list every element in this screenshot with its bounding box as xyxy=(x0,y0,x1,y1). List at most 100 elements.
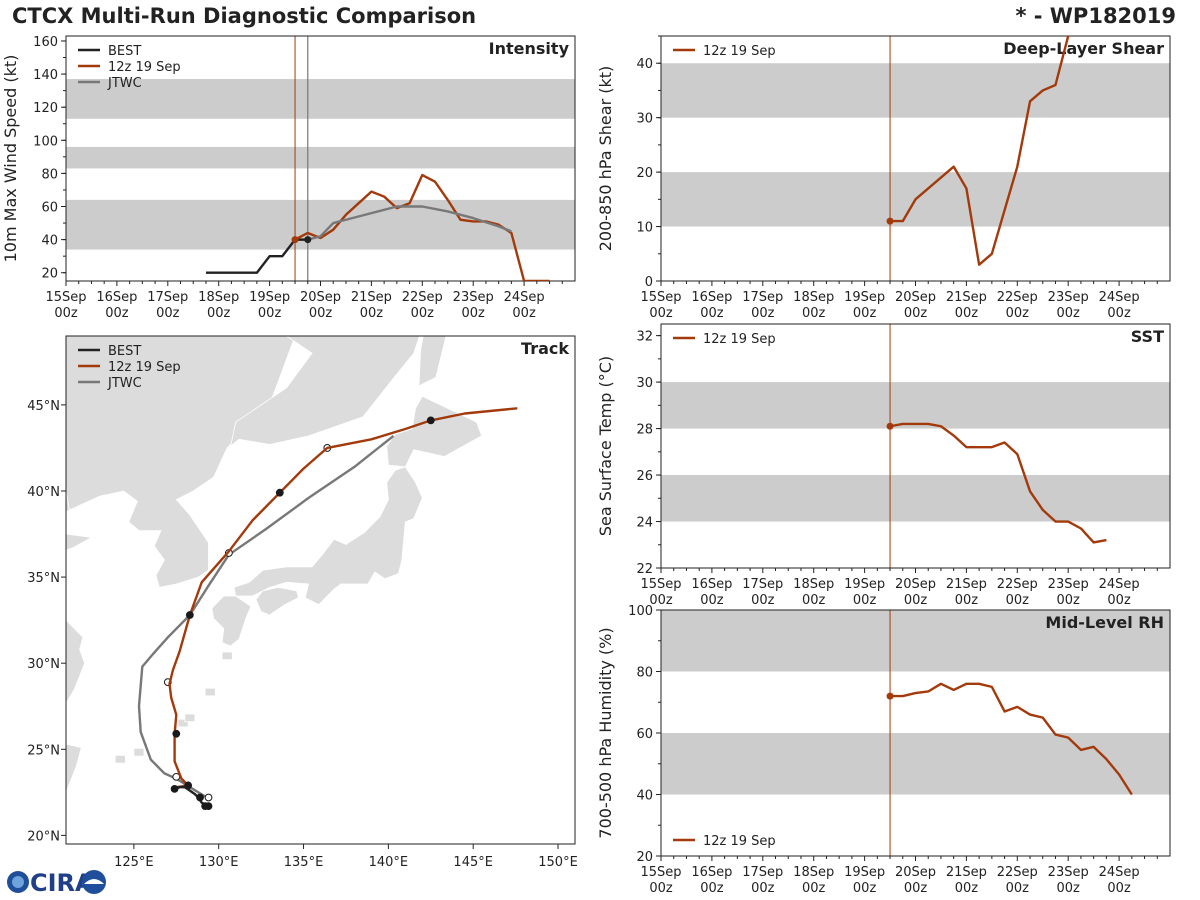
y-tick-label: 100 xyxy=(33,134,58,149)
x-tick-label-hour: 00z xyxy=(54,306,78,321)
track-position-marker xyxy=(426,416,435,425)
y-tick-label: 24 xyxy=(636,516,653,531)
x-tick-label-day: 20Sep xyxy=(895,577,936,592)
track-position-marker xyxy=(172,729,181,738)
ryukyu-island xyxy=(133,748,145,757)
x-tick-label-day: 19Sep xyxy=(844,290,885,305)
shaded-band xyxy=(66,146,575,169)
panel-shear: 01020304015Sep00z16Sep00z17Sep00z18Sep00… xyxy=(596,35,1171,321)
x-tick-label-day: 15Sep xyxy=(45,290,86,305)
x-tick-label-day: 23Sep xyxy=(453,290,494,305)
x-tick-label-hour: 00z xyxy=(207,306,231,321)
x-tick-label-day: 21Sep xyxy=(351,290,392,305)
x-tick-label-hour: 00z xyxy=(649,593,673,608)
y-tick-label: 25°N xyxy=(27,743,60,758)
x-tick-label-hour: 00z xyxy=(1057,593,1081,608)
y-tick-label: 80 xyxy=(41,167,58,182)
x-tick-label: 125°E xyxy=(114,855,154,870)
x-tick-label-day: 21Sep xyxy=(946,577,987,592)
x-tick-label-hour: 00z xyxy=(462,306,486,321)
x-tick-label-hour: 00z xyxy=(1107,593,1131,608)
x-tick-label-hour: 00z xyxy=(955,306,979,321)
track-position-marker xyxy=(185,611,194,619)
x-tick-label-day: 23Sep xyxy=(1048,290,1089,305)
x-tick-label: 140°E xyxy=(369,855,409,870)
y-tick-label: 40 xyxy=(41,234,58,249)
x-tick-label-day: 19Sep xyxy=(249,290,290,305)
x-tick-label-day: 21Sep xyxy=(946,865,987,880)
x-tick-label-hour: 00z xyxy=(802,881,826,896)
x-tick-label-day: 23Sep xyxy=(1048,577,1089,592)
panel-title: SST xyxy=(1131,327,1164,346)
x-tick-label-hour: 00z xyxy=(512,306,536,321)
x-tick-label-day: 20Sep xyxy=(895,290,936,305)
y-tick-label: 30 xyxy=(636,112,653,127)
x-tick-label-day: 15Sep xyxy=(640,865,681,880)
y-tick-label: 100 xyxy=(628,604,653,619)
x-tick-label-day: 17Sep xyxy=(147,290,188,305)
x-tick-label-day: 22Sep xyxy=(997,577,1038,592)
x-tick-label-day: 15Sep xyxy=(640,290,681,305)
y-tick-label: 0 xyxy=(645,275,653,290)
ryukyu-island xyxy=(221,651,233,661)
y-tick-label: 20 xyxy=(636,166,653,181)
legend-label: 12z 19 Sep xyxy=(108,360,181,375)
hokkaido xyxy=(386,395,483,468)
russia-coast xyxy=(66,336,420,448)
x-tick-label-day: 22Sep xyxy=(402,290,443,305)
x-tick-label-hour: 00z xyxy=(853,881,877,896)
legend-label: 12z 19 Sep xyxy=(108,60,181,75)
x-tick-label-hour: 00z xyxy=(904,306,928,321)
y-tick-label: 26 xyxy=(636,469,653,484)
x-tick-label-hour: 00z xyxy=(309,306,333,321)
x-tick-label-hour: 00z xyxy=(904,593,928,608)
x-tick-label-hour: 00z xyxy=(411,306,435,321)
panel-title: Intensity xyxy=(489,39,570,58)
track-line-jtwc xyxy=(137,434,395,799)
track-position-marker xyxy=(275,488,284,497)
x-tick-label: 135°E xyxy=(284,855,324,870)
run-start-marker xyxy=(291,236,299,244)
cira-logo: CIRA xyxy=(7,869,106,897)
x-tick-label-day: 18Sep xyxy=(793,290,834,305)
y-tick-label: 60 xyxy=(636,727,653,742)
shaded-band xyxy=(66,79,575,119)
x-tick-label-hour: 00z xyxy=(751,593,775,608)
y-tick-label: 20 xyxy=(41,267,58,282)
x-tick-label-day: 17Sep xyxy=(742,577,783,592)
x-tick-label-hour: 00z xyxy=(802,593,826,608)
storm-id: * - WP182019 xyxy=(1015,4,1176,28)
y-axis-label: Sea Surface Temp (°C) xyxy=(596,356,615,536)
x-tick-label-day: 20Sep xyxy=(895,865,936,880)
x-tick-label-hour: 00z xyxy=(649,306,673,321)
series-line-12z-19-sep xyxy=(889,422,1107,544)
track-position-marker xyxy=(204,793,213,802)
x-tick-label-hour: 00z xyxy=(156,306,180,321)
y-tick-label: 35°N xyxy=(27,571,60,586)
legend-label: BEST xyxy=(108,44,141,59)
y-tick-label: 45°N xyxy=(27,399,60,414)
x-tick-label-day: 24Sep xyxy=(1099,290,1140,305)
x-tick-label-hour: 00z xyxy=(802,306,826,321)
run-start-marker xyxy=(886,692,894,700)
korea-manchuria xyxy=(66,336,296,588)
x-tick-label: 130°E xyxy=(199,855,239,870)
x-tick-label-hour: 00z xyxy=(649,881,673,896)
panel-sst: 22242628303215Sep00z16Sep00z17Sep00z18Se… xyxy=(596,323,1171,608)
x-tick-label-day: 16Sep xyxy=(691,865,732,880)
panel-rh: 2040608010015Sep00z16Sep00z17Sep00z18Sep… xyxy=(596,604,1171,896)
x-tick-label-day: 19Sep xyxy=(844,577,885,592)
x-tick-label-day: 22Sep xyxy=(997,290,1038,305)
shaded-band xyxy=(661,610,1170,672)
track-position-marker xyxy=(170,784,179,793)
x-tick-label-hour: 00z xyxy=(1107,306,1131,321)
x-tick-label-hour: 00z xyxy=(904,881,928,896)
y-axis-label: 10m Max Wind Speed (kt) xyxy=(1,55,20,263)
y-tick-label: 40 xyxy=(636,57,653,72)
cira-globe-inner xyxy=(12,876,24,888)
y-tick-label: 140 xyxy=(33,68,58,83)
taiwan xyxy=(66,743,82,794)
sakhalin xyxy=(418,336,447,387)
y-tick-label: 28 xyxy=(636,423,653,438)
